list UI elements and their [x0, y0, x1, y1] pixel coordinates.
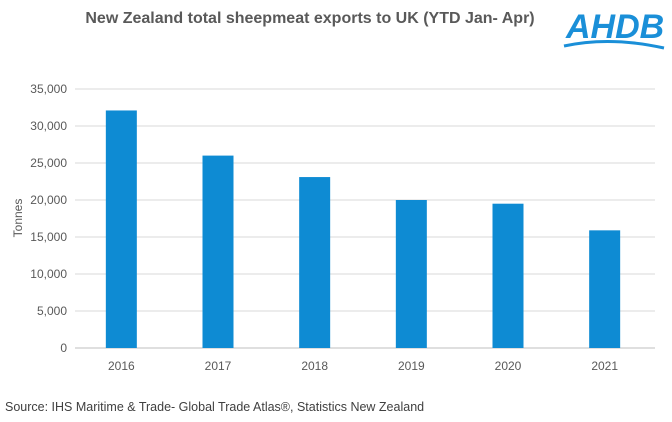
x-tick-label: 2021 [591, 359, 618, 373]
source-note: Source: IHS Maritime & Trade- Global Tra… [5, 400, 425, 414]
bar-chart: 0 5,000 10,000 15,000 20,000 25,000 30,000 35,0… [11, 82, 655, 373]
y-axis: 0 5,000 10,000 15,000 20,000 25,000 30,000 35,0… [30, 82, 67, 355]
y-axis-label: Tonnes [11, 199, 25, 238]
logo-swoosh [563, 39, 665, 50]
y-tick-label: 0 [60, 341, 67, 355]
bar-2017 [202, 155, 234, 348]
y-tick-label: 30,000 [30, 119, 67, 133]
bar-2019 [395, 200, 427, 348]
y-tick-label: 5,000 [37, 304, 67, 318]
bar-2020 [492, 203, 524, 348]
logo-text: AHDB [565, 8, 664, 46]
bars [105, 110, 621, 349]
x-tick-label: 2018 [301, 359, 328, 373]
x-tick-label: 2019 [398, 359, 425, 373]
y-tick-label: 35,000 [30, 82, 67, 96]
ahdb-logo: AHDB [563, 8, 665, 50]
bar-2021 [589, 230, 621, 348]
bar-2016 [105, 110, 137, 349]
gridlines [75, 88, 655, 349]
x-tick-label: 2017 [205, 359, 232, 373]
y-tick-label: 25,000 [30, 156, 67, 170]
y-tick-label: 10,000 [30, 267, 67, 281]
x-tick-label: 2016 [108, 359, 135, 373]
x-tick-label: 2020 [495, 359, 522, 373]
x-axis: 2016 2017 2018 2019 2020 2021 [108, 359, 618, 373]
y-tick-label: 15,000 [30, 230, 67, 244]
bar-2018 [299, 177, 331, 348]
y-tick-label: 20,000 [30, 193, 67, 207]
chart-title: New Zealand total sheepmeat exports to U… [85, 10, 535, 27]
